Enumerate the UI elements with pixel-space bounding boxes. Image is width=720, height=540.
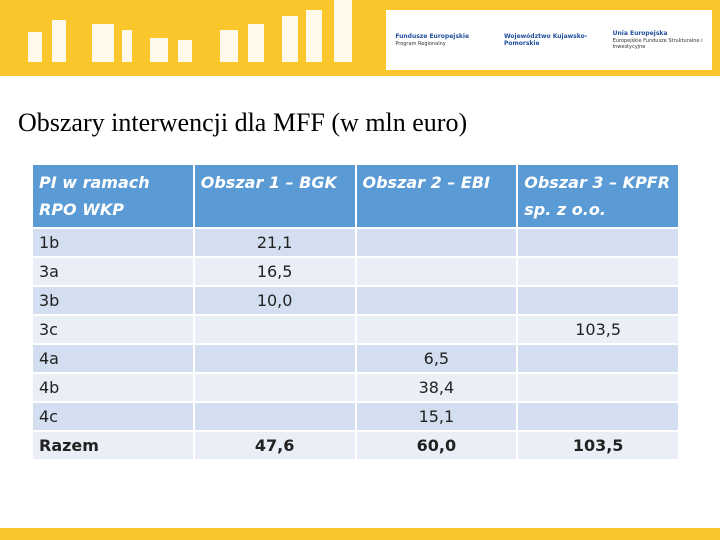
table-row: 1b 21,1 [33,229,678,256]
logo-sub: Program Regionalny [395,40,446,47]
table-row: 3a 16,5 [33,258,678,285]
table-cell [194,374,355,401]
table-cell [518,403,678,430]
table-cell: 21,1 [194,229,355,256]
table-row: 3c 103,5 [33,316,678,343]
table-cell: 47,6 [194,432,355,459]
footer-bar [0,528,720,540]
table-cell: 10,0 [194,287,355,314]
table-row: 4a 6,5 [33,345,678,372]
table-cell [356,229,517,256]
table-cell [356,258,517,285]
row-label: 4b [33,374,193,401]
table-cell [194,345,355,372]
table-cell [356,287,517,314]
table-cell: 15,1 [356,403,517,430]
table-row: Razem 47,6 60,0 103,5 [33,432,678,459]
data-table: PI w ramach RPO WKP Obszar 1 – BGK Obszar … [31,163,680,461]
logo-name: Unia Europejska [612,30,668,38]
logo: Fundusze Europejskie Program Regionalny [395,33,485,46]
slide-title: Obszary interwencji dla MFF (w mln euro) [18,108,468,137]
table-cell: 6,5 [356,345,517,372]
table-cell [194,316,355,343]
logo-name: Województwo Kujawsko-Pomorskie [503,32,588,47]
banner-shapes [28,0,352,62]
table-row: 4c 15,1 [33,403,678,430]
table-cell [518,287,678,314]
row-label: 4c [33,403,193,430]
logo-strip: Fundusze Europejskie Program Regionalny Wo… [386,10,712,70]
row-label: 3b [33,287,193,314]
table-row: 3b 10,0 [33,287,678,314]
logo: Województwo Kujawsko-Pomorskie [504,33,594,47]
logo-name: Fundusze Europejskie [395,33,470,41]
table-cell [356,316,517,343]
row-label: 3a [33,258,193,285]
table-cell: 16,5 [194,258,355,285]
table-cell: 103,5 [518,316,678,343]
column-header: Obszar 3 – KPFR sp. z o.o. [518,165,678,227]
table-body: 1b 21,1 3a 16,5 3b 10,0 3c 103,5 4a 6,5 4b 38,4 4c 15… [33,229,678,459]
table-cell [518,345,678,372]
table-cell [194,403,355,430]
table-cell [518,229,678,256]
table-cell: 103,5 [518,432,678,459]
row-label: Razem [33,432,193,459]
logo: Unia Europejska Europejskie Fundusze Stru… [613,30,703,49]
logo-sub: Europejskie Fundusze Strukturalne i Inwe… [612,37,703,50]
row-label: 3c [33,316,193,343]
row-label: 1b [33,229,193,256]
column-header: Obszar 2 – EBI [356,165,517,227]
column-header: PI w ramach RPO WKP [33,165,193,227]
table-cell: 60,0 [356,432,517,459]
header-row: PI w ramach RPO WKP Obszar 1 – BGK Obszar … [33,165,678,227]
table-cell [518,374,678,401]
column-header: Obszar 1 – BGK [194,165,355,227]
table-cell [518,258,678,285]
row-label: 4a [33,345,193,372]
banner: Fundusze Europejskie Program Regionalny Wo… [0,0,720,76]
table-cell: 38,4 [356,374,517,401]
table-row: 4b 38,4 [33,374,678,401]
